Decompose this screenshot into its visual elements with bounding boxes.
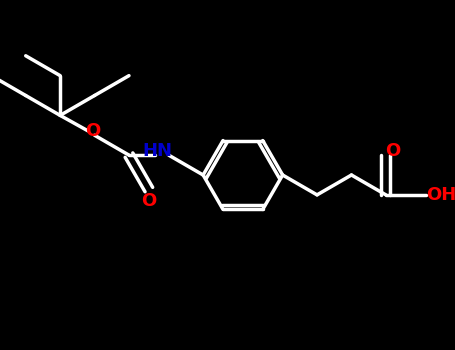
Text: OH: OH	[426, 186, 455, 204]
Text: O: O	[85, 122, 100, 140]
Text: O: O	[141, 191, 157, 210]
Text: O: O	[385, 142, 400, 160]
Text: HN: HN	[143, 142, 173, 160]
